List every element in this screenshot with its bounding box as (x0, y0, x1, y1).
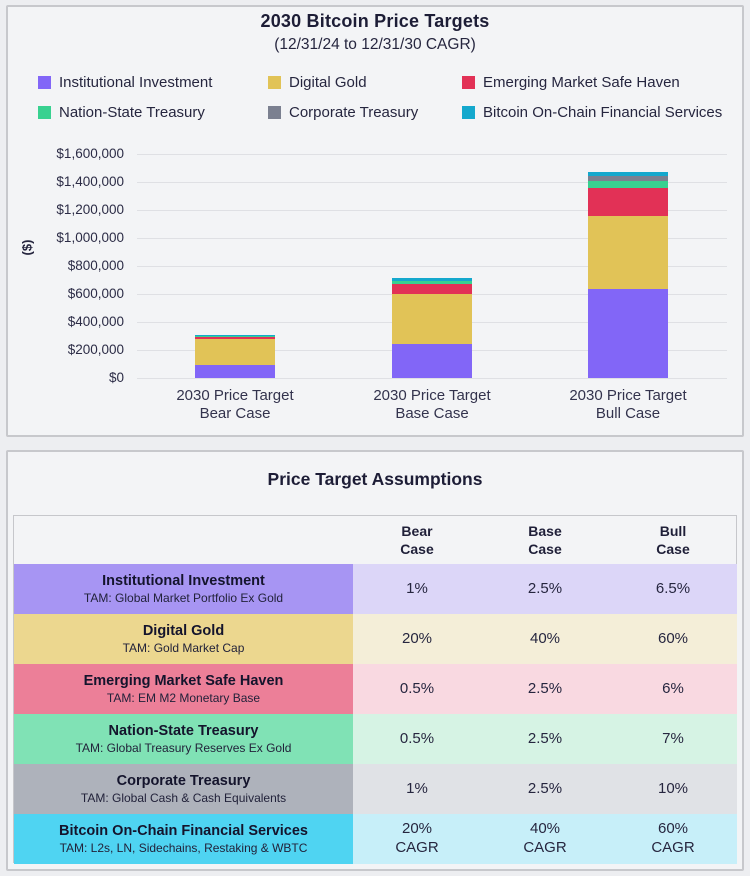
table-title: Price Target Assumptions (267, 469, 483, 489)
legend-item-digital-gold: Digital Gold (268, 71, 462, 93)
gridline (137, 238, 727, 239)
legend-item-corporate-treasury: Corporate Treasury (268, 101, 462, 123)
legend-swatch-icon (38, 75, 51, 89)
bar-segment (195, 338, 275, 365)
legend-label: Nation-State Treasury (59, 103, 205, 121)
stacked-bar-base-case (392, 278, 472, 378)
bar-segment (392, 278, 472, 281)
row-label-digital-gold: Digital Gold TAM: Gold Market Cap (14, 614, 353, 664)
legend-item-emerging-market-safe-haven: Emerging Market Safe Haven (462, 71, 722, 93)
cell-emerging-base: 2.5% (481, 664, 609, 714)
y-tick-label: $400,000 (67, 314, 124, 329)
header-bull-case: Bull Case (656, 522, 690, 557)
y-tick-label: $200,000 (67, 342, 124, 357)
bar-segment (392, 294, 472, 344)
y-tick-label: $1,400,000 (56, 174, 124, 189)
bar-segment (588, 215, 668, 290)
y-tick-label: $600,000 (67, 286, 124, 301)
bar-segment (588, 289, 668, 378)
chart-title: 2030 Bitcoin Price Targets (260, 11, 490, 31)
legend-label: Bitcoin On-Chain Financial Services (483, 103, 723, 121)
cell-corporate-bear: 1% (353, 764, 481, 814)
cell-emerging-bull: 6% (609, 664, 737, 714)
bar-segment (588, 188, 668, 216)
legend-swatch-icon (462, 105, 475, 119)
gridline (137, 210, 727, 211)
gridline (137, 378, 727, 379)
legend-label: Emerging Market Safe Haven (483, 73, 680, 91)
cell-institutional-base: 2.5% (481, 564, 609, 614)
cell-institutional-bull: 6.5% (609, 564, 737, 614)
legend-swatch-icon (38, 105, 51, 119)
bar-segment (392, 281, 472, 284)
y-tick-label: $800,000 (67, 258, 124, 273)
bar-segment (195, 364, 275, 378)
row-label-corporate-treasury: Corporate Treasury TAM: Global Cash & Ca… (14, 764, 353, 814)
row-label-bitcoin-on-chain: Bitcoin On-Chain Financial Services TAM:… (14, 814, 353, 864)
cell-on-chain-base: 40% CAGR (481, 814, 609, 864)
header-bear-case: Bear Case (400, 522, 434, 557)
gridline (137, 154, 727, 155)
chart-legend: Institutional Investment Digital Gold Em… (38, 71, 722, 123)
bar-segment (195, 334, 275, 337)
gridline (137, 266, 727, 267)
row-label-institutional-investment: Institutional Investment TAM: Global Mar… (14, 564, 353, 614)
legend-swatch-icon (268, 105, 281, 119)
bar-segment (195, 336, 275, 339)
gridline (137, 182, 727, 183)
y-tick-label: $1,200,000 (56, 202, 124, 217)
legend-item-institutional-investment: Institutional Investment (38, 71, 268, 93)
cell-digital-gold-base: 40% (481, 614, 609, 664)
x-category-label: 2030 Price Target Base Case (373, 387, 491, 423)
cell-corporate-base: 2.5% (481, 764, 609, 814)
cell-corporate-bull: 10% (609, 764, 737, 814)
legend-label: Digital Gold (289, 73, 367, 91)
legend-label: Institutional Investment (59, 73, 213, 91)
y-tick-label: $1,600,000 (56, 146, 124, 161)
x-category-label: 2030 Price Target Bear Case (176, 387, 294, 423)
row-label-nation-state-treasury: Nation-State Treasury TAM: Global Treasu… (14, 714, 353, 764)
row-label-emerging-market-safe-haven: Emerging Market Safe Haven TAM: EM M2 Mo… (14, 664, 353, 714)
stacked-bar-bear-case (195, 334, 275, 378)
header-base-case: Base Case (528, 522, 562, 557)
legend-item-bitcoin-on-chain: Bitcoin On-Chain Financial Services (462, 101, 722, 123)
legend-swatch-icon (268, 75, 281, 89)
bar-segment (392, 343, 472, 378)
bar-segment (392, 283, 472, 295)
bar-segment (588, 181, 668, 189)
cell-nation-state-bull: 7% (609, 714, 737, 764)
cell-nation-state-bear: 0.5% (353, 714, 481, 764)
cell-on-chain-bear: 20% CAGR (353, 814, 481, 864)
stacked-bar-bull-case (588, 171, 668, 378)
cell-nation-state-base: 2.5% (481, 714, 609, 764)
bar-segment (588, 171, 668, 177)
legend-item-nation-state-treasury: Nation-State Treasury (38, 101, 268, 123)
cell-institutional-bear: 1% (353, 564, 481, 614)
cell-emerging-bear: 0.5% (353, 664, 481, 714)
assumptions-table: Bear Case Base Case Bull Case Institutio… (13, 515, 737, 864)
y-tick-label: $1,000,000 (56, 230, 124, 245)
legend-swatch-icon (462, 75, 475, 89)
cell-digital-gold-bull: 60% (609, 614, 737, 664)
y-tick-label: $0 (108, 370, 124, 385)
bar-segment (588, 176, 668, 182)
x-category-label: 2030 Price Target Bull Case (569, 387, 687, 423)
header-empty-cell (14, 516, 353, 564)
cell-digital-gold-bear: 20% (353, 614, 481, 664)
cell-on-chain-bull: 60% CAGR (609, 814, 737, 864)
bar-segment (392, 280, 472, 282)
chart-subtitle: (12/31/24 to 12/31/30 CAGR) (274, 36, 476, 53)
legend-label: Corporate Treasury (289, 103, 419, 121)
